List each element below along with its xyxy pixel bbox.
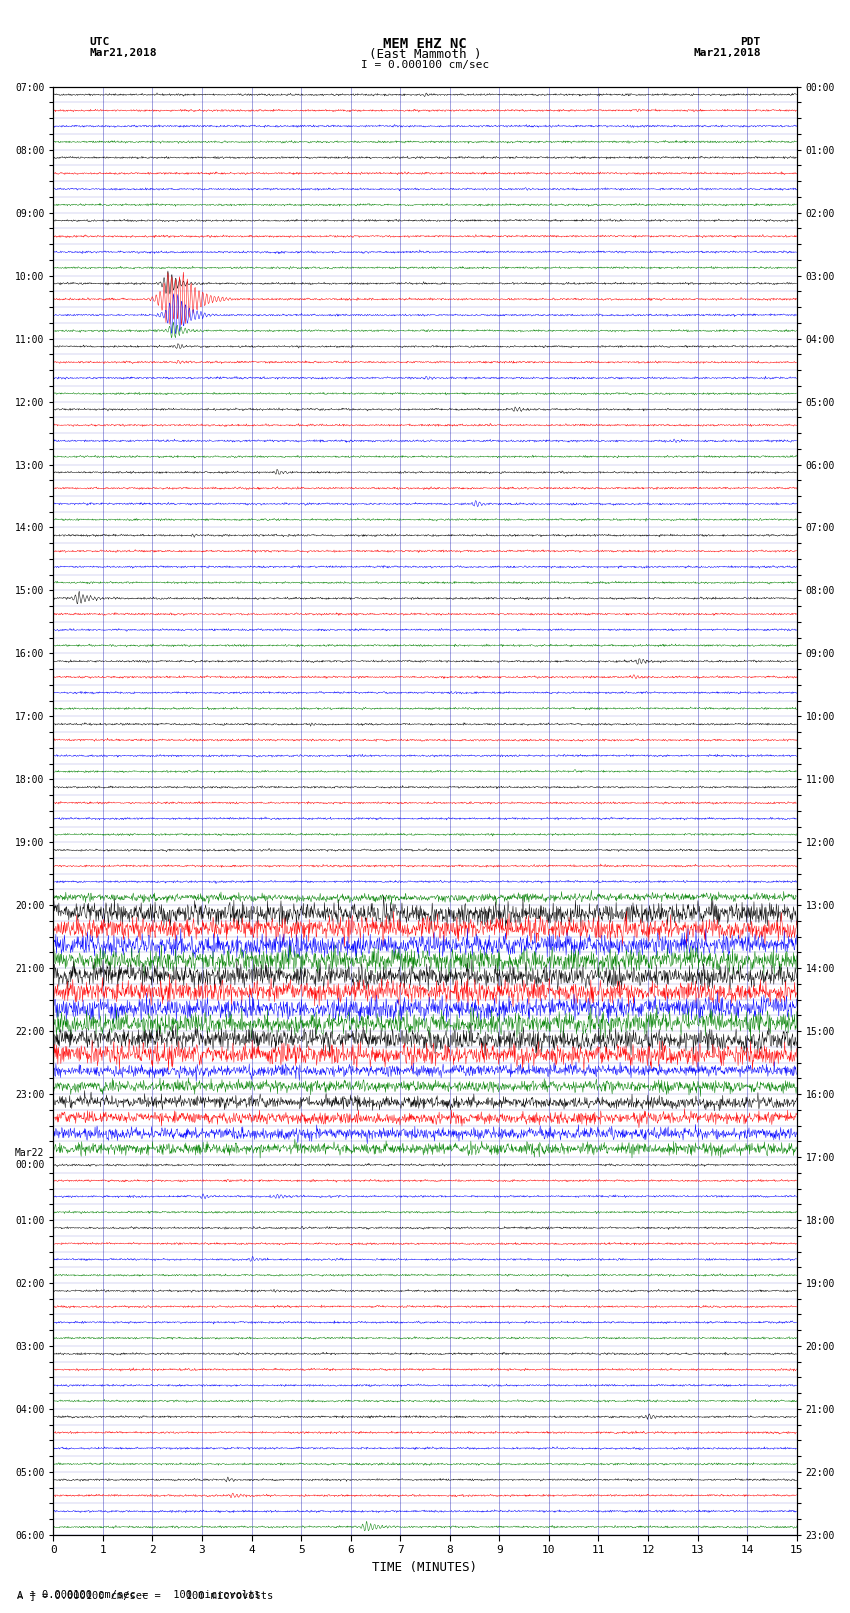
Text: MEM EHZ NC: MEM EHZ NC bbox=[383, 37, 467, 52]
Text: A ] = 0.000100 cm/sec =    100 microvolts: A ] = 0.000100 cm/sec = 100 microvolts bbox=[17, 1590, 273, 1600]
Text: I = 0.000100 cm/sec: I = 0.000100 cm/sec bbox=[361, 60, 489, 69]
Text: ⚠ = 0.000100 cm/sec =    100 microvolts: ⚠ = 0.000100 cm/sec = 100 microvolts bbox=[17, 1590, 261, 1600]
Text: PDT: PDT bbox=[740, 37, 761, 47]
Text: Mar21,2018: Mar21,2018 bbox=[694, 48, 761, 58]
Text: UTC: UTC bbox=[89, 37, 110, 47]
X-axis label: TIME (MINUTES): TIME (MINUTES) bbox=[372, 1561, 478, 1574]
Text: Mar21,2018: Mar21,2018 bbox=[89, 48, 156, 58]
Text: (East Mammoth ): (East Mammoth ) bbox=[369, 48, 481, 61]
